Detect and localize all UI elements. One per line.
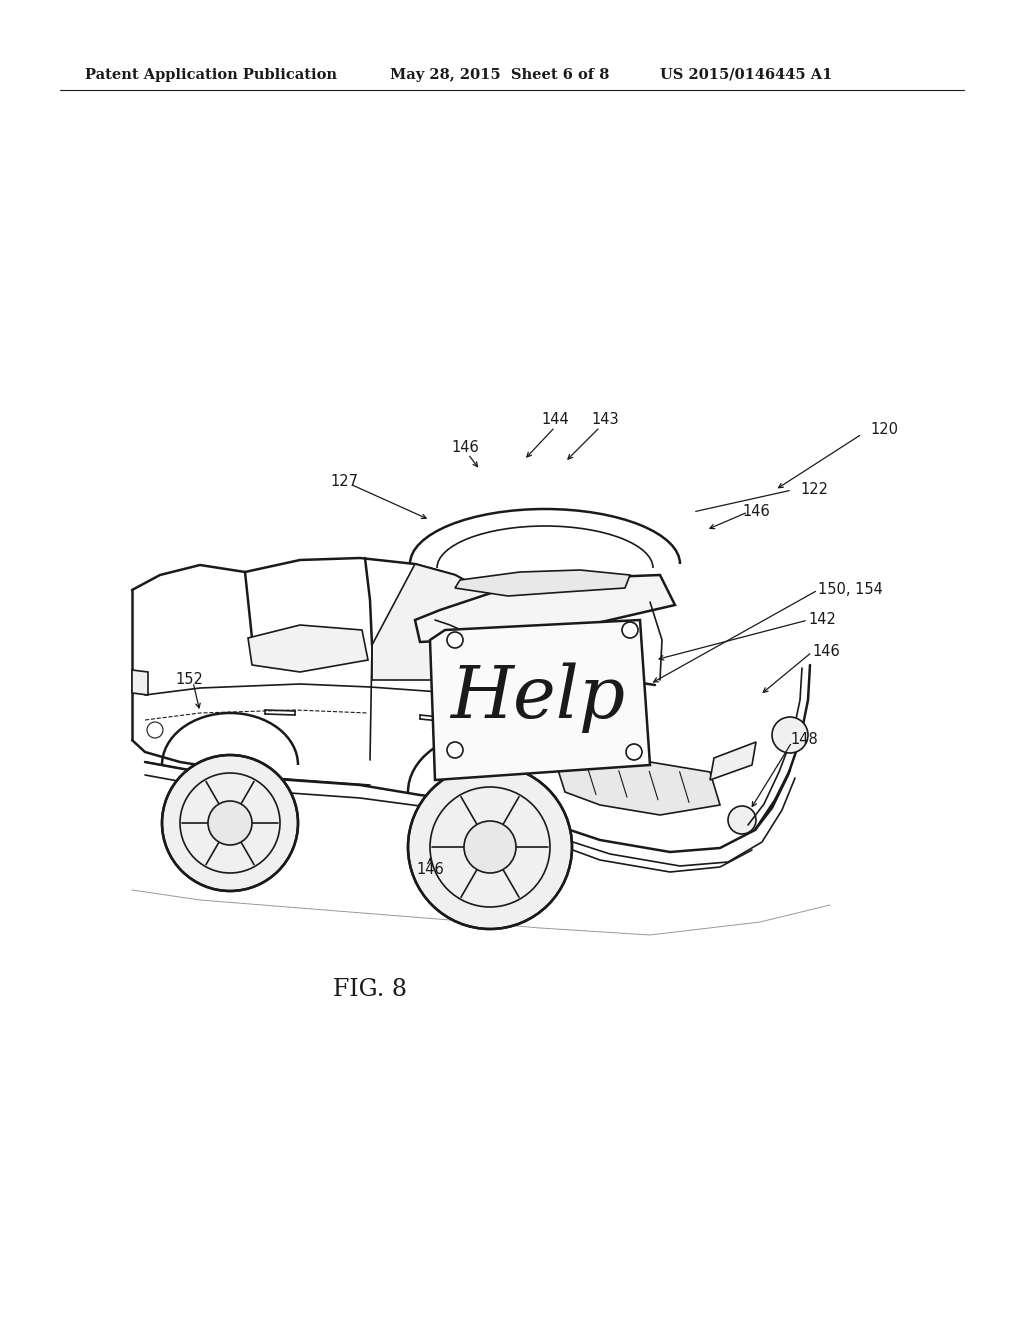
Text: May 28, 2015  Sheet 6 of 8: May 28, 2015 Sheet 6 of 8: [390, 69, 609, 82]
Text: 122: 122: [800, 483, 828, 498]
Text: 143: 143: [591, 412, 618, 428]
Circle shape: [447, 632, 463, 648]
Circle shape: [208, 801, 252, 845]
Text: 150, 154: 150, 154: [818, 582, 883, 598]
Polygon shape: [415, 576, 675, 642]
Circle shape: [472, 829, 508, 865]
Text: Help: Help: [451, 663, 626, 734]
Circle shape: [162, 755, 298, 891]
Circle shape: [626, 744, 642, 760]
Text: 146: 146: [812, 644, 840, 660]
Text: 146: 146: [452, 441, 479, 455]
Text: 152: 152: [175, 672, 203, 688]
Text: FIG. 8: FIG. 8: [333, 978, 407, 1002]
Circle shape: [622, 622, 638, 638]
Text: 120: 120: [870, 422, 898, 437]
Text: 146: 146: [742, 504, 770, 520]
Polygon shape: [248, 624, 368, 672]
Text: 127: 127: [330, 474, 358, 490]
Text: Patent Application Publication: Patent Application Publication: [85, 69, 337, 82]
Polygon shape: [132, 671, 148, 696]
Text: 148: 148: [790, 733, 818, 747]
Polygon shape: [430, 620, 650, 780]
Circle shape: [728, 807, 756, 834]
Circle shape: [464, 821, 516, 873]
Circle shape: [447, 742, 463, 758]
Circle shape: [408, 766, 572, 929]
Text: 142: 142: [808, 612, 836, 627]
Polygon shape: [710, 742, 756, 780]
Text: 146: 146: [416, 862, 443, 878]
Circle shape: [215, 808, 245, 838]
Polygon shape: [558, 754, 720, 814]
Polygon shape: [455, 570, 630, 597]
Polygon shape: [518, 652, 535, 668]
Text: US 2015/0146445 A1: US 2015/0146445 A1: [660, 69, 833, 82]
Polygon shape: [372, 564, 530, 680]
Circle shape: [772, 717, 808, 752]
Text: 144: 144: [541, 412, 569, 428]
